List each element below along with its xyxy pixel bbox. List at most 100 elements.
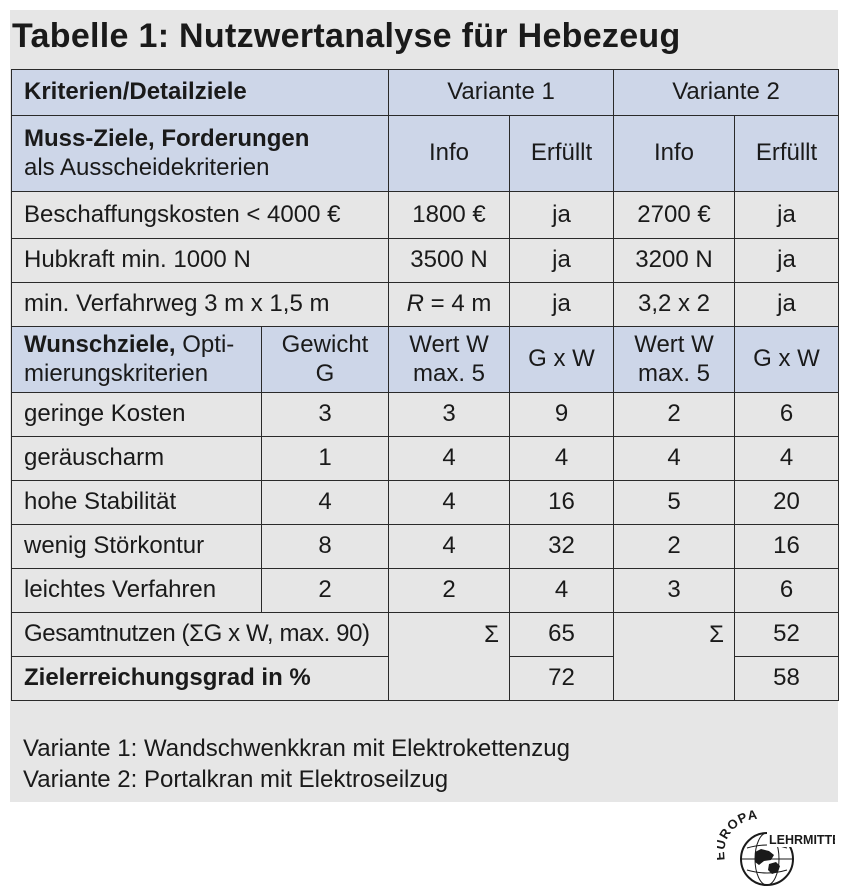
- wunsch-row-contour: wenig Störkontur 8 4 32 2 16: [11, 524, 839, 569]
- v1-product-header: G x W: [509, 326, 614, 393]
- v1-fulfilled-value: ja: [509, 238, 614, 283]
- v1-product: 32: [509, 524, 614, 569]
- muss-criterion-label: min. Verfahrweg 3 m x 1,5 m: [11, 282, 389, 327]
- weight-header-line2: G: [315, 359, 335, 387]
- v2-fulfilled-value: ja: [734, 238, 839, 283]
- v2-sigma: Σ: [613, 612, 735, 701]
- wunsch-row-travel: leichtes Verfahren 2 2 4 3 6: [11, 568, 839, 613]
- wunsch-heading-rest: Opti-: [175, 330, 235, 358]
- weight-value: 2: [261, 568, 389, 613]
- wunsch-criterion-label: leichtes Verfahren: [11, 568, 262, 613]
- wunsch-criterion-label: hohe Stabilität: [11, 480, 262, 525]
- value-header-line2: max. 5: [412, 359, 486, 387]
- v1-product: 4: [509, 436, 614, 481]
- v2-score: 4: [613, 436, 735, 481]
- muss-heading-title: Muss-Ziele, Forderungen: [24, 124, 310, 152]
- wunsch-row-noise: geräuscharm 1 4 4 4 4: [11, 436, 839, 481]
- wunsch-criterion-label: geringe Kosten: [11, 392, 262, 437]
- weight-header: Gewicht G: [261, 326, 389, 393]
- wunsch-row-cost: geringe Kosten 3 3 9 2 6: [11, 392, 839, 437]
- variant-notes: Variante 1: Wandschwenkkran mit Elektrok…: [23, 733, 570, 795]
- wunsch-heading-title: Wunschziele,: [24, 330, 176, 358]
- weight-value: 3: [261, 392, 389, 437]
- v1-info-value: 1800 €: [388, 191, 510, 239]
- muss-heading-subtitle: als Ausscheidekriterien: [24, 153, 270, 181]
- variant2-header: Variante 2: [613, 69, 839, 116]
- wunsch-heading-rest2: mierungskriterien: [24, 359, 209, 387]
- v1-info-value: 3500 N: [388, 238, 510, 283]
- v1-product: 16: [509, 480, 614, 525]
- muss-criterion-label: Beschaffungskosten < 4000 €: [11, 191, 389, 239]
- v1-fulfilled-value: ja: [509, 282, 614, 327]
- v2-info-value: 2700 €: [613, 191, 735, 239]
- radius-value: = 4 m: [423, 290, 492, 318]
- v1-total: 65: [509, 612, 614, 657]
- weight-value: 4: [261, 480, 389, 525]
- variant2-note: Variante 2: Portalkran mit Elektroseilzu…: [23, 766, 449, 793]
- degree-row: Zielerreichungsgrad in % 72 58: [11, 656, 839, 701]
- v2-fulfilled-value: ja: [734, 191, 839, 239]
- v2-info-header: Info: [613, 115, 735, 192]
- radius-symbol: R: [406, 290, 424, 318]
- value-header-line1: Wert W: [634, 330, 714, 358]
- value-header-line1: Wert W: [409, 330, 489, 358]
- v2-product: 16: [734, 524, 839, 569]
- v1-info-header: Info: [388, 115, 510, 192]
- v1-score: 2: [388, 568, 510, 613]
- wunsch-criterion-label: geräuscharm: [11, 436, 262, 481]
- v2-product: 6: [734, 568, 839, 613]
- wunsch-header-row: Wunschziele, Opti-mierungskriterien Gewi…: [11, 326, 839, 393]
- utility-analysis-table: Kriterien/Detailziele Variante 1 Variant…: [11, 69, 839, 701]
- v1-score: 4: [388, 524, 510, 569]
- total-label: Gesamtnutzen (ΣG x W, max. 90): [11, 612, 389, 657]
- table-title: Tabelle 1: Nutzwertanalyse für Hebezeug: [12, 17, 681, 55]
- weight-value: 1: [261, 436, 389, 481]
- europa-lehrmittel-logo: EUROPA LEHRMITTEL: [717, 807, 835, 886]
- variant1-note: Variante 1: Wandschwenkkran mit Elektrok…: [23, 735, 570, 762]
- header-row: Kriterien/Detailziele Variante 1 Variant…: [11, 69, 839, 116]
- v2-score: 2: [613, 392, 735, 437]
- v1-fulfilled-value: ja: [509, 191, 614, 239]
- degree-label: Zielerreichungsgrad in %: [11, 656, 389, 701]
- v1-degree: 72: [509, 656, 614, 701]
- v1-score: 4: [388, 436, 510, 481]
- total-row: Gesamtnutzen (ΣG x W, max. 90) Σ 65 Σ 52: [11, 612, 839, 701]
- v1-product: 4: [509, 568, 614, 613]
- muss-header-row: Muss-Ziele, Forderungen als Ausscheidekr…: [11, 115, 839, 192]
- v2-product: 6: [734, 392, 839, 437]
- wunsch-row-stability: hohe Stabilität 4 4 16 5 20: [11, 480, 839, 525]
- v2-score: 2: [613, 524, 735, 569]
- v1-sigma: Σ: [388, 612, 510, 701]
- criteria-header: Kriterien/Detailziele: [11, 69, 389, 116]
- wunsch-criterion-label: wenig Störkontur: [11, 524, 262, 569]
- muss-heading: Muss-Ziele, Forderungen als Ausscheidekr…: [11, 115, 389, 192]
- muss-criterion-label: Hubkraft min. 1000 N: [11, 238, 389, 283]
- v2-product: 4: [734, 436, 839, 481]
- v2-score: 3: [613, 568, 735, 613]
- v2-fulfilled-value: ja: [734, 282, 839, 327]
- weight-header-line1: Gewicht: [281, 330, 369, 358]
- v1-product: 9: [509, 392, 614, 437]
- v1-score: 3: [388, 392, 510, 437]
- variant1-header: Variante 1: [388, 69, 614, 116]
- v2-info-value: 3200 N: [613, 238, 735, 283]
- v2-score: 5: [613, 480, 735, 525]
- muss-row-lift: Hubkraft min. 1000 N 3500 N ja 3200 N ja: [11, 238, 839, 283]
- v2-total: 52: [734, 612, 839, 657]
- wunsch-heading: Wunschziele, Opti-mierungskriterien: [11, 326, 262, 393]
- weight-value: 8: [261, 524, 389, 569]
- v1-fulfilled-header: Erfüllt: [509, 115, 614, 192]
- v1-info-value: R = 4 m: [388, 282, 510, 327]
- v2-degree: 58: [734, 656, 839, 701]
- muss-row-cost: Beschaffungskosten < 4000 € 1800 € ja 27…: [11, 191, 839, 239]
- v2-product: 20: [734, 480, 839, 525]
- v2-info-value: 3,2 x 2: [613, 282, 735, 327]
- logo-right-text: LEHRMITTEL: [769, 833, 835, 847]
- muss-row-travel: min. Verfahrweg 3 m x 1,5 m R = 4 m ja 3…: [11, 282, 839, 327]
- v1-score: 4: [388, 480, 510, 525]
- v2-product-header: G x W: [734, 326, 839, 393]
- value-header-line2: max. 5: [637, 359, 711, 387]
- v2-fulfilled-header: Erfüllt: [734, 115, 839, 192]
